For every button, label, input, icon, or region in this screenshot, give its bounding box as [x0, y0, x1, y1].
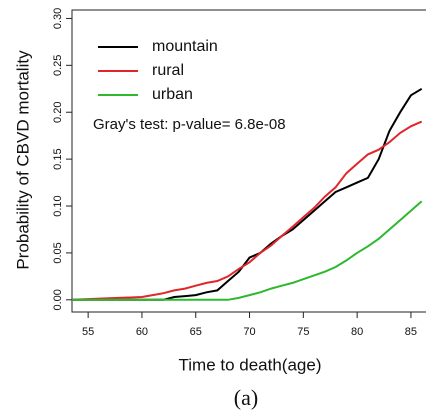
x-tick-label: 55	[82, 326, 94, 338]
x-tick-label: 80	[351, 326, 363, 338]
x-tick-label: 65	[190, 326, 202, 338]
caption: (a)	[234, 385, 258, 410]
y-tick-label: 0.25	[52, 55, 64, 76]
x-tick-label: 70	[243, 326, 255, 338]
y-tick-label: 0.05	[52, 242, 64, 263]
y-axis-label: Probability of CBVD mortality	[13, 50, 32, 270]
annotation: Gray's test: p-value= 6.8e-08	[93, 116, 286, 133]
legend-label: mountain	[152, 38, 218, 55]
x-axis-label: Time to death(age)	[179, 355, 322, 374]
x-tick-label: 75	[297, 326, 309, 338]
y-tick-label: 0.30	[52, 8, 64, 29]
x-tick-label: 85	[405, 326, 417, 338]
series-line	[71, 120, 423, 301]
series-line	[72, 200, 423, 301]
y-tick-label: 0.10	[52, 195, 64, 216]
y-tick-label: 0.20	[52, 102, 64, 123]
legend-label: rural	[152, 62, 184, 79]
x-tick-label: 60	[136, 326, 148, 338]
y-tick-label: 0.15	[52, 148, 64, 169]
plot-frame	[71, 9, 426, 313]
legend-label: urban	[152, 86, 193, 103]
y-tick-label: 0.00	[52, 289, 64, 310]
